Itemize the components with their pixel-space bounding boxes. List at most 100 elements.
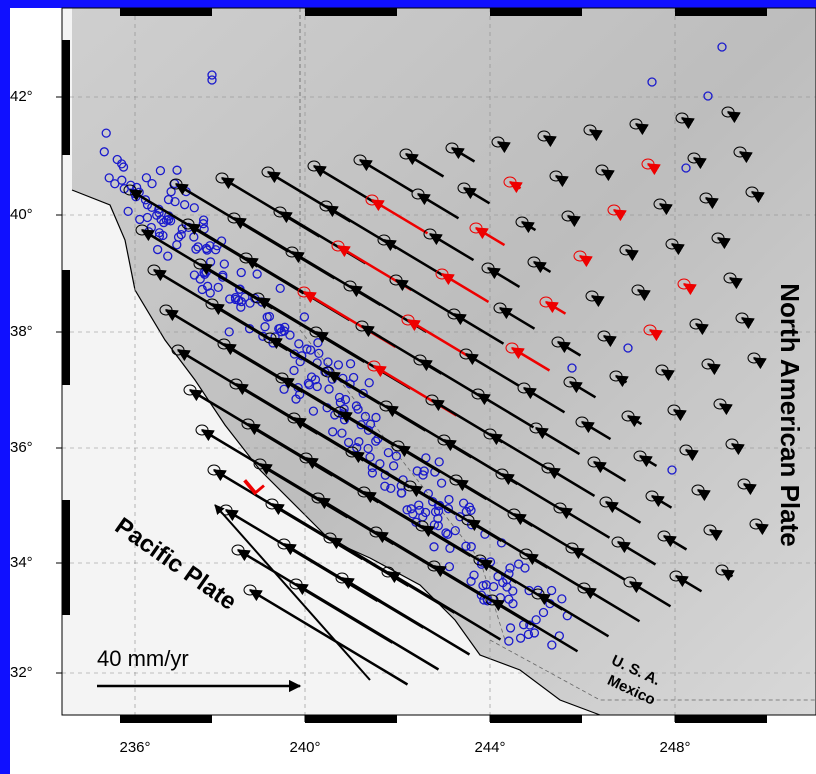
- gps-site: [123, 206, 133, 217]
- red-vector: [370, 198, 429, 235]
- error-ellipse: [563, 376, 577, 388]
- gps-site: [441, 528, 451, 538]
- error-ellipse: [425, 394, 439, 406]
- gps-site: [515, 633, 526, 643]
- gps-site: [163, 194, 174, 205]
- error-ellipse: [529, 422, 543, 434]
- black-vector: [520, 220, 537, 234]
- error-ellipse: [333, 406, 347, 418]
- error-ellipse: [583, 124, 597, 136]
- error-ellipse: [621, 410, 635, 422]
- error-ellipse: [643, 324, 657, 336]
- error-ellipse: [469, 222, 483, 234]
- gps-site: [274, 324, 284, 334]
- error-ellipse: [195, 424, 209, 436]
- gps-site: [170, 196, 180, 207]
- black-vector: [708, 528, 723, 542]
- error-ellipse: [423, 228, 437, 240]
- error-ellipse: [403, 480, 417, 492]
- black-vector: [674, 574, 703, 593]
- gps-site: [538, 607, 549, 618]
- error-ellipse: [263, 332, 277, 344]
- error-ellipse: [725, 438, 739, 450]
- red-vector: [682, 282, 697, 296]
- gps-site: [155, 165, 166, 176]
- frame-bar: [62, 270, 70, 385]
- gps-site: [197, 284, 207, 295]
- gps-site: [498, 577, 508, 588]
- black-vector: [680, 116, 695, 130]
- gps-site: [348, 372, 359, 383]
- gps-site: [343, 437, 354, 448]
- gps-site: [324, 384, 334, 394]
- black-vector: [634, 122, 649, 136]
- error-ellipse: [667, 404, 681, 416]
- black-vector: [750, 190, 765, 204]
- gps-site: [101, 128, 111, 138]
- gps-site: [156, 214, 166, 225]
- error-ellipse: [275, 372, 289, 384]
- error-ellipse: [285, 246, 299, 258]
- black-vector: [312, 164, 383, 208]
- black-vector: [404, 152, 445, 178]
- error-ellipse: [447, 308, 461, 320]
- gps-site: [117, 159, 127, 169]
- lon-label: 236°: [119, 739, 150, 756]
- gps-site: [547, 640, 557, 650]
- black-vector: [704, 196, 719, 210]
- gps-site: [173, 232, 184, 242]
- black-vector: [728, 276, 743, 290]
- black-vector: [658, 202, 673, 216]
- gps-site: [647, 77, 657, 87]
- red-vector: [578, 254, 593, 268]
- error-ellipse: [345, 446, 359, 458]
- gps-site: [142, 212, 153, 223]
- error-ellipse: [437, 434, 451, 446]
- lat-label: 40°: [10, 206, 33, 223]
- error-ellipse: [723, 272, 737, 284]
- black-vector: [730, 442, 745, 456]
- error-ellipse: [715, 564, 729, 576]
- error-ellipse: [181, 218, 195, 230]
- frame-bar: [62, 500, 70, 615]
- black-vector: [740, 316, 755, 330]
- error-ellipse: [171, 344, 185, 356]
- gps-site: [245, 298, 255, 308]
- gps-site: [623, 343, 633, 353]
- frame-bar: [62, 40, 70, 155]
- error-ellipse: [331, 240, 345, 252]
- gps-site: [433, 506, 444, 516]
- velocity-vectors: [123, 106, 769, 686]
- gps-site: [466, 576, 476, 586]
- borders: [299, 8, 816, 701]
- black-vector: [416, 192, 460, 220]
- error-ellipse: [459, 348, 473, 360]
- error-ellipse: [585, 290, 599, 302]
- gps-site: [365, 452, 375, 462]
- black-vector: [556, 340, 582, 357]
- error-ellipse: [389, 274, 403, 286]
- error-ellipse: [745, 186, 759, 198]
- error-ellipse: [299, 452, 313, 464]
- error-ellipse: [657, 530, 671, 542]
- error-ellipse: [207, 464, 221, 476]
- gps-site: [363, 443, 373, 454]
- gps-site: [302, 344, 312, 354]
- error-ellipse: [721, 106, 735, 118]
- gps-site: [380, 481, 390, 491]
- error-ellipse: [427, 560, 441, 572]
- gps-site: [408, 509, 418, 519]
- error-ellipse: [653, 198, 667, 210]
- gps-site: [358, 388, 368, 398]
- error-ellipse: [379, 400, 393, 412]
- error-ellipse: [287, 412, 301, 424]
- error-ellipse: [749, 518, 763, 530]
- gps-site: [207, 70, 217, 80]
- error-ellipse: [183, 384, 197, 396]
- black-vector: [462, 186, 491, 205]
- error-ellipse: [539, 296, 553, 308]
- gps-site: [418, 470, 428, 480]
- gps-site: [289, 365, 299, 376]
- gps-site: [310, 375, 321, 385]
- gps-site: [717, 42, 727, 52]
